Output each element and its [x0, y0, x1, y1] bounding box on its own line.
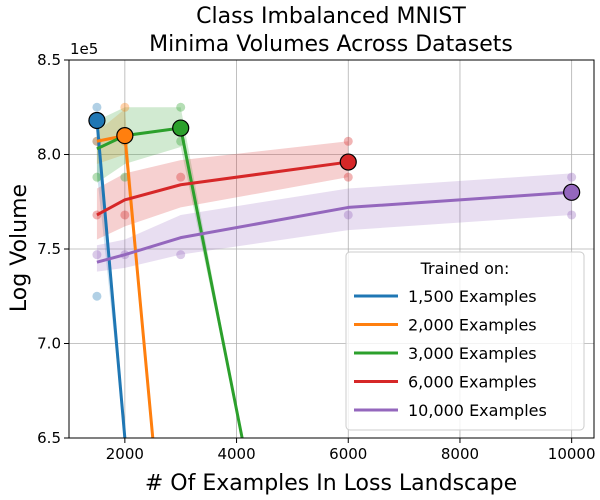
raw-point-6000 — [120, 210, 130, 220]
raw-point-10000 — [567, 172, 577, 182]
y-scale-label: 1e5 — [70, 40, 98, 58]
legend-label-10000: 10,000 Examples — [408, 401, 547, 420]
y-tick-label: 7.5 — [37, 240, 61, 258]
raw-point-2000 — [120, 102, 130, 112]
x-axis-ticks: 2000 4000 6000 8000 10000 — [106, 438, 596, 463]
raw-point-10000 — [176, 250, 186, 260]
line-1500 — [95, 120, 127, 438]
x-tick-label: 8000 — [441, 445, 479, 463]
minimum-marker-1500 — [88, 111, 106, 130]
line-3000 — [96, 126, 244, 438]
y-tick-label: 6.5 — [37, 429, 61, 447]
x-tick-label: 6000 — [329, 445, 367, 463]
x-tick-label: 2000 — [106, 445, 144, 463]
x-axis-label: # Of Examples In Loss Landscape — [145, 471, 517, 496]
raw-point-10000 — [92, 250, 102, 260]
y-tick-label: 8.5 — [37, 51, 61, 69]
legend: Trained on: 1,500 Examples 2,000 Examples… — [345, 251, 585, 431]
raw-point-1500 — [92, 102, 102, 112]
minimum-marker-6000 — [339, 153, 357, 171]
legend-label-6000: 6,000 Examples — [408, 373, 537, 392]
legend-box — [345, 251, 585, 431]
minima-markers — [88, 111, 581, 201]
chart-title: Class Imbalanced MNIST — [196, 4, 466, 29]
legend-label-3000: 3,000 Examples — [408, 344, 537, 363]
y-axis-ticks: 6.5 7.0 7.5 8.0 8.5 — [37, 51, 69, 447]
band-2000 — [96, 109, 153, 438]
y-axis-label: Log Volume — [7, 184, 32, 312]
band-6000 — [96, 141, 349, 240]
line-10000 — [96, 190, 572, 264]
raw-point-3000 — [176, 102, 186, 112]
band-10000 — [96, 173, 572, 272]
chart-subtitle: Minima Volumes Across Datasets — [149, 32, 513, 57]
y-tick-label: 8.0 — [37, 146, 61, 164]
minimum-marker-3000 — [172, 119, 190, 137]
raw-point-6000 — [343, 136, 353, 146]
series-lines — [95, 120, 572, 438]
x-tick-label: 4000 — [217, 445, 255, 463]
legend-label-2000: 2,000 Examples — [408, 316, 537, 335]
legend-title: Trained on: — [420, 259, 510, 278]
minimum-marker-10000 — [563, 183, 581, 201]
legend-items: 1,500 Examples 2,000 Examples 3,000 Exampl… — [354, 287, 547, 420]
raw-point-10000 — [343, 210, 353, 220]
legend-label-1500: 1,500 Examples — [408, 287, 537, 306]
raw-point-10000 — [567, 210, 577, 220]
raw-point-3000 — [92, 172, 102, 182]
x-tick-label: 10000 — [548, 445, 596, 463]
raw-point-1500 — [92, 291, 102, 301]
raw-point-6000 — [343, 172, 353, 182]
line-6000 — [96, 160, 349, 217]
y-tick-label: 7.0 — [37, 335, 61, 353]
minimum-marker-2000 — [116, 127, 134, 145]
raw-point-6000 — [176, 172, 186, 182]
